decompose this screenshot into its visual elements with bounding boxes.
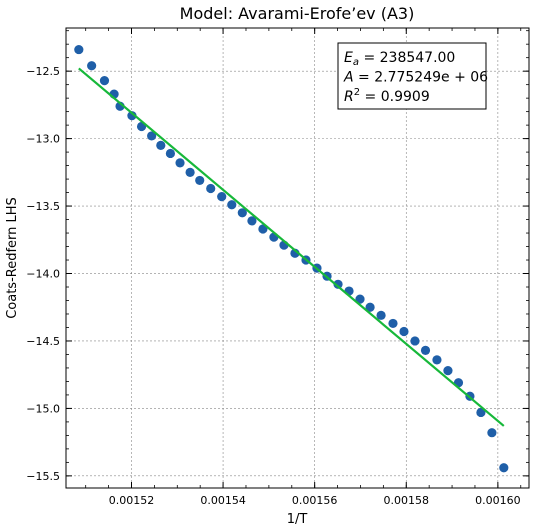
legend-entry: Ea = 238547.00 (344, 50, 455, 68)
data-point (127, 111, 137, 121)
x-tick-label: 0.00154 (200, 494, 246, 507)
data-point (487, 428, 497, 438)
legend-entry: R2 = 0.9909 (344, 87, 430, 105)
data-point (195, 175, 205, 186)
data-point (87, 61, 97, 71)
data-point (175, 158, 185, 168)
data-point (388, 318, 398, 329)
data-point (99, 76, 110, 86)
y-tick-label: −15.0 (26, 402, 60, 415)
data-point (165, 148, 176, 159)
data-point (365, 302, 375, 312)
y-tick-label: −12.5 (26, 65, 60, 78)
data-point (74, 44, 84, 55)
data-point (227, 200, 237, 210)
data-point (376, 310, 386, 320)
fit-line (78, 67, 505, 427)
y-tick-label: −13.5 (26, 200, 60, 213)
plot-frame (65, 27, 530, 489)
y-tick-label: −14.5 (26, 335, 60, 348)
y-tick-label: −13.0 (26, 133, 60, 146)
data-point (410, 336, 420, 346)
legend-entry: A = 2.775249e + 06 (343, 70, 488, 86)
data-point (147, 131, 157, 141)
data-point (333, 279, 343, 289)
x-tick-label: 0.00152 (109, 494, 155, 507)
data-point (420, 345, 431, 356)
x-axis-label: 1/T (287, 512, 308, 527)
data-point (185, 167, 195, 177)
y-tick-label: −14.0 (26, 268, 60, 281)
data-point (217, 192, 227, 202)
data-point (237, 208, 247, 218)
y-axis-label: Coats-Redfern LHS (5, 197, 20, 319)
data-point (443, 366, 453, 376)
data-point (499, 463, 509, 473)
chart-title: Model: Avarami-Erofe’ev (A3) (180, 4, 415, 23)
data-point (258, 224, 268, 234)
data-point (247, 216, 257, 226)
plot-area: 0.00152 0.00154 0.00156 0.00158 0.00160 −12.5… (26, 27, 530, 507)
data-point (206, 183, 216, 194)
x-tick-label: 0.00160 (475, 494, 521, 507)
y-tick-label: −15.5 (26, 470, 60, 483)
x-tick-label: 0.00156 (292, 494, 338, 507)
data-point (156, 140, 166, 150)
legend-frame (337, 42, 487, 110)
data-point (432, 355, 442, 365)
data-point (399, 326, 409, 337)
data-point (476, 407, 486, 418)
x-tick-label: 0.00158 (384, 494, 430, 507)
data-point (355, 294, 365, 304)
